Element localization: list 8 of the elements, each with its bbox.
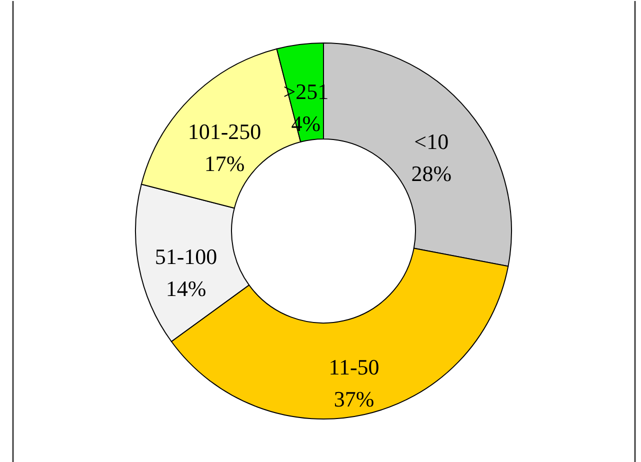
data-label: 37%: [334, 386, 374, 412]
slice-label: 101-250: [188, 119, 262, 144]
slice-label: <10: [414, 128, 449, 154]
data-label: 17%: [204, 151, 245, 176]
slice-label: 11-50: [328, 354, 380, 380]
slice-label: 51-100: [154, 244, 218, 270]
data-label: 28%: [411, 160, 452, 186]
data-label: 14%: [166, 276, 206, 302]
